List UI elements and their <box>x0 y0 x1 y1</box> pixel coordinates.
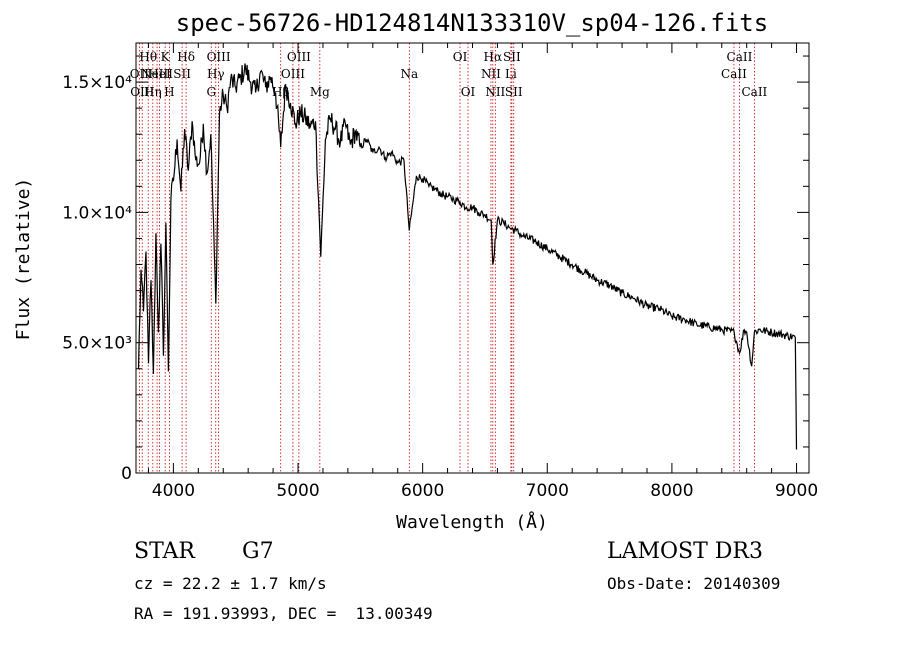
line-marker-label: Li <box>505 67 517 81</box>
survey-name: LAMOST DR3 <box>607 539 763 564</box>
line-marker-label: H <box>164 85 174 99</box>
line-marker-label: K <box>161 50 171 64</box>
x-tick-labels: 4000 5000 6000 7000 8000 9000 <box>152 481 818 501</box>
y-tick-label: 0 <box>121 464 132 484</box>
line-marker-label: SII <box>173 67 191 81</box>
line-marker-label: G <box>206 85 216 99</box>
spectral-line-labels: OIIOIIIHθHηNeIIIHeIKHSIIHδGHγOIIIHβOIIIO… <box>130 50 768 99</box>
line-marker-label: OI <box>461 85 476 99</box>
x-axis-label: Wavelength (Å) <box>396 511 548 533</box>
line-marker-label: OI <box>453 50 468 64</box>
line-marker-label: NII <box>481 67 501 81</box>
x-tick-label: 6000 <box>401 481 444 501</box>
x-tick-label: 5000 <box>276 481 319 501</box>
y-tick-labels: 0 5.0×10³ 1.0×10⁴ 1.5×10⁴ <box>62 73 132 484</box>
line-marker-label: Hδ <box>177 50 195 64</box>
line-marker-label: CaII <box>721 67 747 81</box>
line-marker-label: HeI <box>148 67 171 81</box>
line-marker-label: Na <box>400 67 418 81</box>
line-marker-label: CaII <box>741 85 767 99</box>
plot-frame <box>135 42 810 474</box>
coordinates-text: RA = 191.93993, DEC = 13.00349 <box>134 604 433 623</box>
line-marker-label: OIII <box>281 67 305 81</box>
spectral-line-markers <box>138 43 755 473</box>
object-subclass: G7 <box>242 539 274 564</box>
x-tick-label: 4000 <box>152 481 195 501</box>
spectrum-line <box>137 63 798 450</box>
line-marker-label: OII <box>130 67 150 81</box>
line-marker-label: SII <box>503 50 521 64</box>
observation-date: Obs-Date: 20140309 <box>607 574 781 593</box>
x-tick-label: 8000 <box>650 481 693 501</box>
line-marker-label: Hα <box>484 50 503 64</box>
x-tick-label: 7000 <box>526 481 569 501</box>
x-tick-label: 9000 <box>775 481 818 501</box>
axis-ticks <box>136 43 809 474</box>
y-tick-label: 1.0×10⁴ <box>62 203 132 223</box>
line-marker-label: Mg <box>310 85 330 99</box>
chart-title: spec-56726-HD124814N133310V_sp04-126.fit… <box>176 9 768 37</box>
line-marker-label: NII <box>485 85 505 99</box>
y-tick-label: 1.5×10⁴ <box>62 73 132 93</box>
line-marker-label: OIII <box>207 50 231 64</box>
line-marker-label: Hη <box>144 85 162 99</box>
line-marker-label: Hγ <box>207 67 225 81</box>
line-marker-label: CaII <box>727 50 753 64</box>
line-marker-label: NeIII <box>141 67 173 81</box>
line-marker-label: Hθ <box>139 50 157 64</box>
object-class: STAR <box>134 539 195 564</box>
line-marker-label: OIII <box>287 50 311 64</box>
y-axis-label: Flux (relative) <box>13 178 34 341</box>
redshift-text: cz = 22.2 ± 1.7 km/s <box>134 574 327 593</box>
line-marker-label: SII <box>505 85 523 99</box>
y-tick-label: 5.0×10³ <box>62 334 132 354</box>
